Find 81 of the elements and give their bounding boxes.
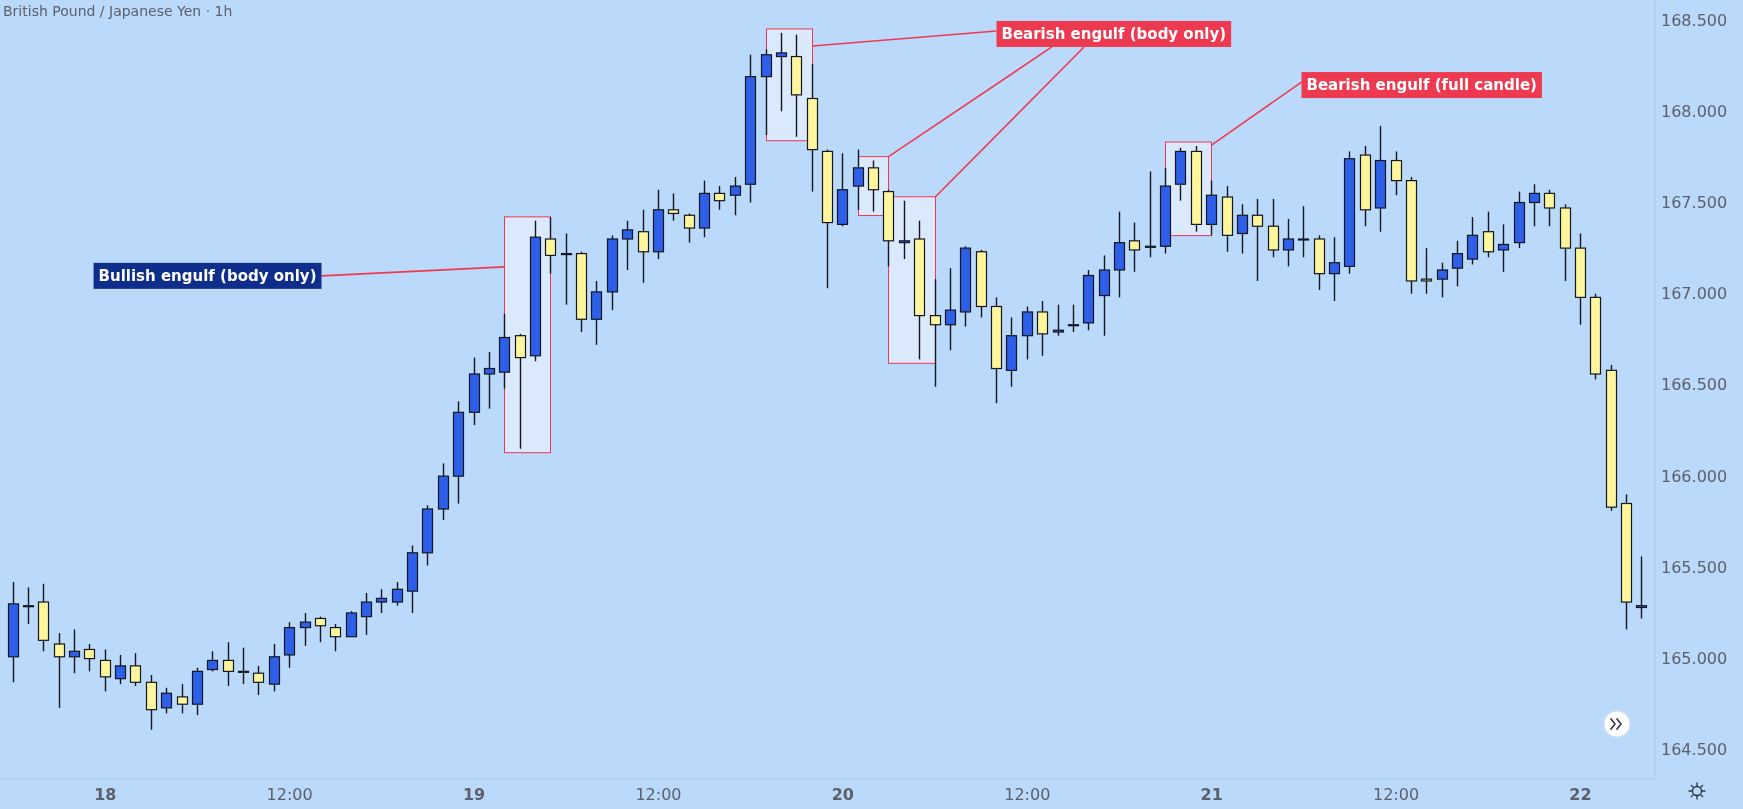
candlestick: [1436, 262, 1449, 299]
candlestick: [1282, 218, 1295, 268]
annotation: Bearish engulf (body only): [1001, 24, 1227, 43]
candlestick: [345, 610, 358, 638]
x-tick-label: 12:00: [1004, 784, 1051, 804]
candlestick: [1635, 555, 1648, 620]
x-tick-label: 12:00: [635, 784, 682, 804]
candlestick: [1497, 223, 1510, 273]
x-tick-label: 21: [1200, 784, 1223, 804]
candlestick: [560, 232, 573, 306]
chart-title: British Pound / Japanese Yen · 1h: [3, 3, 233, 19]
annotation: Bearish engulf (full candle): [1306, 76, 1537, 95]
candlestick: [129, 652, 142, 687]
y-tick-label: 167.000: [1661, 284, 1728, 304]
candlestick: [1528, 183, 1541, 227]
annotation: Bullish engulf (body only): [98, 266, 317, 285]
candlestick: [683, 212, 696, 244]
candlestick: [713, 185, 726, 211]
x-tick-label: 22: [1569, 784, 1592, 804]
candlestick: [637, 209, 650, 284]
candlestick: [83, 643, 96, 673]
y-tick-label: 165.000: [1661, 649, 1728, 669]
candlestick: [299, 612, 312, 647]
x-tick-label: 12:00: [1373, 784, 1420, 804]
candlestick: [1420, 247, 1433, 295]
candlestick: [22, 586, 35, 625]
candlestick: [160, 687, 173, 715]
candlestick: [360, 592, 373, 636]
candlestick: [483, 351, 496, 410]
candlestick: [329, 623, 342, 652]
candlestick: [1036, 300, 1049, 357]
candlestick: [1251, 198, 1264, 282]
y-tick-label: 168.000: [1661, 101, 1728, 121]
x-tick-label: 18: [94, 784, 117, 804]
candlestick: [68, 628, 81, 674]
candlestick: [1128, 221, 1141, 273]
x-tick-label: 19: [462, 784, 486, 804]
candlestick: [544, 216, 557, 275]
candlestick: [237, 646, 250, 685]
candlestick: [1021, 305, 1034, 361]
candlestick: [391, 581, 404, 607]
y-tick-label: 166.500: [1661, 375, 1728, 395]
candlestick: [1052, 303, 1065, 337]
candlestick: [114, 654, 127, 685]
candlestick: [898, 199, 911, 260]
x-tick-label: 20: [831, 784, 854, 804]
y-tick-label: 166.000: [1661, 466, 1728, 486]
candlestick: [1482, 210, 1495, 258]
candlestick: [314, 615, 327, 643]
candlestick: [852, 148, 865, 211]
candlestick: [1466, 216, 1479, 266]
candlestick: [760, 48, 773, 136]
candlestick: [99, 648, 112, 693]
candlestick: [176, 683, 189, 715]
candlestick: [252, 665, 265, 696]
candlestick: [53, 632, 66, 709]
candlestick: [729, 176, 742, 216]
candlestick: [375, 588, 388, 614]
candlestick: [944, 267, 957, 351]
candlestick: [621, 220, 634, 271]
candlestick: [1067, 303, 1080, 333]
y-tick-label: 165.500: [1661, 557, 1728, 577]
candlestick: [1328, 236, 1341, 302]
candlestick: [1236, 203, 1249, 255]
candlestick: [514, 333, 527, 450]
candlestick: [1297, 205, 1310, 258]
candlestick: [1390, 150, 1403, 196]
candlestick: [867, 159, 880, 213]
candlestick: [222, 641, 235, 687]
candlestick: [929, 278, 942, 388]
x-tick-label: 12:00: [266, 784, 313, 804]
candlestick: [1543, 189, 1556, 227]
candlestick: [1451, 240, 1464, 288]
candlestick: [1267, 198, 1280, 258]
candlestick: [1144, 170, 1157, 258]
y-tick-label: 168.500: [1661, 10, 1728, 30]
candlestick: [206, 650, 219, 673]
y-tick-label: 164.500: [1661, 740, 1728, 760]
y-tick-label: 167.500: [1661, 193, 1728, 212]
candlestick: [667, 192, 680, 222]
candlestick: [775, 32, 788, 112]
